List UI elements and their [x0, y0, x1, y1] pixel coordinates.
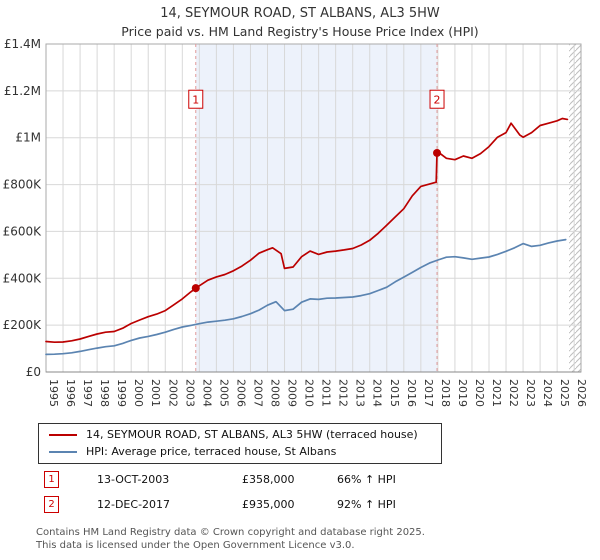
sale-2-number-badge: 2	[44, 496, 59, 513]
svg-text:2003: 2003	[183, 379, 196, 407]
series1-line-swatch	[49, 434, 77, 436]
sale-2-date: 12-DEC-2017	[97, 498, 171, 511]
svg-text:2017: 2017	[422, 379, 435, 407]
svg-text:£200K: £200K	[3, 318, 43, 332]
svg-text:2022: 2022	[507, 379, 520, 407]
license-line-2: This data is licensed under the Open Gov…	[36, 539, 355, 551]
svg-text:£1.2M: £1.2M	[4, 84, 41, 98]
chart-legend: 14, SEYMOUR ROAD, ST ALBANS, AL3 5HW (te…	[38, 423, 442, 464]
svg-text:£0: £0	[26, 365, 41, 379]
svg-text:1999: 1999	[115, 379, 128, 407]
svg-text:2025: 2025	[558, 379, 571, 407]
svg-text:1995: 1995	[47, 379, 60, 407]
license-footer: Contains HM Land Registry data © Crown c…	[36, 527, 425, 552]
sale-2-marker-dot	[433, 148, 442, 157]
svg-text:2012: 2012	[337, 379, 350, 407]
sale-1-chart-badge	[188, 89, 204, 109]
svg-text:1998: 1998	[98, 379, 111, 407]
svg-text:2007: 2007	[251, 379, 264, 407]
price-chart-svg: 1 2 £0 £200K £400K £600K £800K £1M £1.2M £1.4M 199…	[3, 38, 589, 407]
hpi-series-line	[45, 238, 567, 356]
sale-annotation-row-1: 1 13-OCT-2003 £358,000 66% ↑ HPI	[44, 471, 396, 488]
license-line-1: Contains HM Land Registry data © Crown c…	[36, 527, 425, 538]
chart-title: 14, SEYMOUR ROAD, ST ALBANS, AL3 5HW	[160, 6, 440, 21]
svg-text:2016: 2016	[405, 379, 418, 407]
property-series-line	[45, 117, 569, 344]
sale-1-marker-dot	[191, 284, 200, 293]
sale-2-chart-badge	[429, 89, 445, 109]
svg-text:2: 2	[434, 94, 441, 107]
legend-row-property: 14, SEYMOUR ROAD, ST ALBANS, AL3 5HW (te…	[49, 428, 431, 442]
svg-text:2015: 2015	[388, 379, 401, 407]
svg-text:£1.4M: £1.4M	[4, 38, 41, 51]
sale-2-price: £935,000	[242, 498, 295, 511]
svg-text:2008: 2008	[268, 379, 281, 407]
svg-text:2021: 2021	[490, 379, 503, 407]
sale-annotations: 1 13-OCT-2003 £358,000 66% ↑ HPI 2 12-DE…	[44, 471, 396, 521]
sale-annotation-row-2: 2 12-DEC-2017 £935,000 92% ↑ HPI	[44, 496, 396, 513]
svg-text:1996: 1996	[64, 379, 77, 407]
sale-2-hpi-diff: 92% ↑ HPI	[337, 498, 396, 511]
legend-row-hpi: HPI: Average price, terraced house, St A…	[49, 445, 431, 459]
svg-text:2014: 2014	[371, 379, 384, 407]
svg-text:2024: 2024	[541, 379, 554, 407]
legend-series1-label: 14, SEYMOUR ROAD, ST ALBANS, AL3 5HW (te…	[86, 428, 418, 441]
svg-text:2002: 2002	[166, 379, 179, 407]
svg-text:£600K: £600K	[3, 224, 43, 238]
svg-text:2000: 2000	[132, 379, 145, 407]
svg-text:£400K: £400K	[3, 271, 43, 285]
legend-series2-label: HPI: Average price, terraced house, St A…	[86, 445, 337, 458]
sale-1-hpi-diff: 66% ↑ HPI	[337, 473, 396, 486]
svg-text:2009: 2009	[286, 379, 299, 407]
chart-subtitle: Price paid vs. HM Land Registry's House …	[121, 24, 479, 39]
svg-text:2019: 2019	[456, 379, 469, 407]
svg-text:2020: 2020	[473, 379, 486, 407]
svg-text:2013: 2013	[354, 379, 367, 407]
svg-text:£800K: £800K	[3, 178, 43, 192]
sale-1-number-badge: 1	[44, 471, 59, 488]
sale-1-price: £358,000	[242, 473, 295, 486]
sale-1-date: 13-OCT-2003	[97, 473, 170, 486]
svg-text:2011: 2011	[320, 379, 333, 407]
svg-text:2006: 2006	[234, 379, 247, 407]
svg-text:2018: 2018	[439, 379, 452, 407]
svg-text:2005: 2005	[217, 379, 230, 407]
svg-text:2023: 2023	[524, 379, 537, 407]
svg-text:1997: 1997	[81, 379, 94, 407]
svg-text:2001: 2001	[149, 379, 162, 407]
svg-text:2026: 2026	[575, 379, 588, 407]
svg-text:2004: 2004	[200, 379, 213, 407]
svg-text:2010: 2010	[303, 379, 316, 407]
series2-line-swatch	[49, 451, 77, 453]
svg-text:1: 1	[192, 94, 199, 107]
svg-text:£1M: £1M	[15, 131, 41, 145]
